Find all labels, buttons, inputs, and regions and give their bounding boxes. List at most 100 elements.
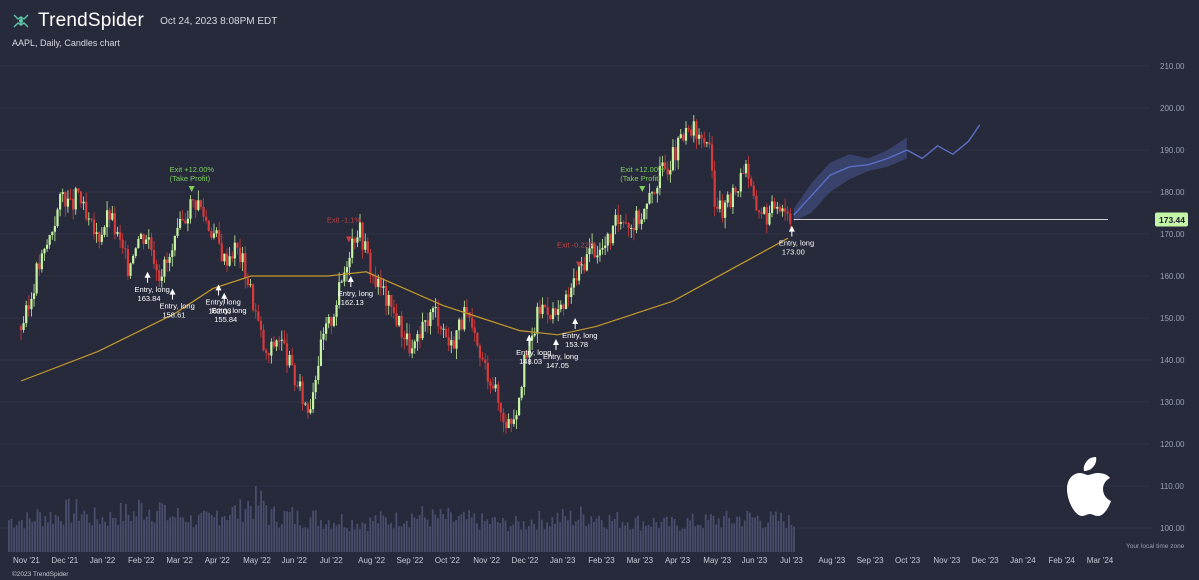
candle-body [413,341,416,349]
volume-bar [764,527,767,552]
candle-body [593,243,596,258]
candle-body [72,198,75,210]
candle-body [697,134,701,139]
candle-body [768,213,771,225]
x-tick-label: Sep '23 [857,556,884,565]
volume-bar [382,515,385,552]
candle-body [710,144,714,171]
candle-body [575,278,578,281]
candle-body [604,245,607,248]
candle-body [118,231,122,240]
volume-bar [213,517,216,552]
candle-body [45,244,49,249]
volume-bar [645,525,647,552]
candle-body [390,294,393,307]
x-axis: Nov '21 Dec '21 Jan '22 Feb '22 Mar '22 Apr '… [13,556,1114,565]
candle-body [165,259,169,263]
candle-body [494,384,497,389]
volume-bar [216,510,218,552]
candle-body [458,319,461,331]
volume-bar [603,527,606,552]
candle-body [332,316,336,326]
candle-body [335,305,338,317]
candle-body [236,242,239,248]
volume-bar [590,516,593,552]
candle-body [207,220,210,232]
candle-body [677,137,680,161]
candle-body [729,194,732,208]
volume-bar [392,528,395,552]
entry-label: Entry, long [543,352,578,361]
candle-body [317,365,320,380]
volume-bar [36,509,39,552]
volume-bar [546,522,548,552]
volume-bar [257,505,260,552]
volume-bar [296,510,299,552]
candle-body [265,350,268,353]
candle-body [233,242,236,259]
candle-body [471,317,474,328]
candle-body [197,200,200,210]
volume-bar [520,529,522,552]
volume-bar [699,525,702,552]
y-tick-label: 160.00 [1160,272,1185,281]
candle-body [544,304,547,308]
candle-body [178,218,182,228]
candle-body [64,192,67,207]
candle-body [567,294,570,297]
candle-body [150,237,153,251]
candle-body [87,218,90,220]
entry-arrow-icon [221,292,228,299]
y-tick-label: 190.00 [1160,146,1185,155]
volume-bar [70,522,73,552]
volume-bar [431,509,434,552]
candle-body [66,198,70,207]
volume-bar [746,510,749,552]
candle-body [515,415,518,420]
candle-body [692,121,695,136]
volume-bar [80,514,83,552]
candle-body [254,310,257,312]
candle-body [682,134,685,141]
volume-bar [31,521,34,552]
x-tick-label: May '22 [243,556,271,565]
x-tick-label: Apr '23 [665,556,691,565]
timezone-note[interactable]: Your local time zone [1126,543,1185,550]
candle-body [121,239,124,249]
candle-body [392,306,396,313]
candle-body [327,317,330,324]
candle-body [158,270,161,281]
x-tick-label: Dec '23 [972,556,999,565]
candle-body [724,202,727,218]
candle-body [606,233,609,246]
y-axis: 100.00 110.00 120.00 130.00 140.00 150.00 160.… [1160,62,1185,533]
volume-bar [767,522,769,552]
volume-bar [346,528,348,552]
candle-body [395,312,398,326]
candle-body [627,222,630,229]
candle-body [455,330,458,349]
volume-bar [535,529,538,552]
volume-bar [619,527,621,552]
candle-body [262,329,265,351]
volume-bar [236,518,239,552]
volume-bar [49,511,52,552]
candle-body [426,320,429,326]
x-tick-label: Dec '22 [512,556,539,565]
y-tick-label: 180.00 [1160,188,1185,197]
volume-bar [468,510,470,552]
volume-bar [343,527,346,552]
volume-bar [533,523,535,552]
volume-bar [39,512,41,552]
volume-bar [408,527,411,552]
volume-bar [93,507,96,552]
volume-bar [702,528,704,552]
volume-bar [780,512,782,552]
candle-body [609,233,612,244]
exit-label: Exit -1.1% [327,215,362,224]
candle-body [280,339,283,341]
volume-bar [650,526,652,552]
candle-body [591,243,594,249]
volume-bar [543,529,546,552]
